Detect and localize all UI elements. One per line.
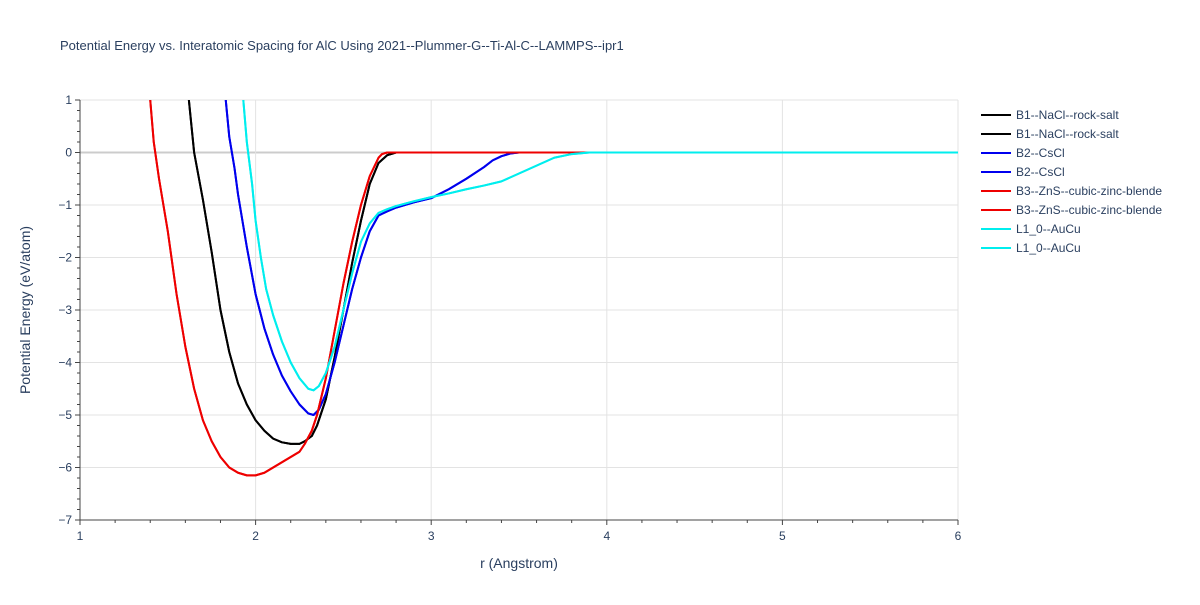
legend-item[interactable]: B1--NaCl--rock-salt [981,127,1119,141]
y-axis-title: Potential Energy (eV/atom) [17,226,33,394]
legend-item[interactable]: B3--ZnS--cubic-zinc-blende [981,184,1162,198]
legend-label: L1_0--AuCu [1016,222,1081,236]
legend-label: B1--NaCl--rock-salt [1016,108,1119,122]
x-tick-label: 5 [779,529,786,543]
y-tick-label: −7 [58,513,72,527]
legend-item[interactable]: B3--ZnS--cubic-zinc-blende [981,203,1162,217]
legend: B1--NaCl--rock-salt B1--NaCl--rock-salt B2… [981,108,1162,255]
y-tick-label: −6 [58,461,72,475]
legend-item[interactable]: B1--NaCl--rock-salt [981,108,1119,122]
legend-label: B1--NaCl--rock-salt [1016,127,1119,141]
legend-item[interactable]: B2--CsCl [981,165,1065,179]
series-line-4 [149,100,958,477]
chart-title: Potential Energy vs. Interatomic Spacing… [60,38,624,53]
legend-label: B2--CsCl [1016,146,1065,160]
plot-area [149,100,958,477]
legend-item[interactable]: L1_0--AuCu [981,241,1081,255]
y-tick-label: −1 [58,198,72,212]
grid-lines [80,99,959,521]
legend-item[interactable]: B2--CsCl [981,146,1065,160]
y-tick-label: 0 [65,146,72,160]
legend-label: B3--ZnS--cubic-zinc-blende [1016,184,1162,198]
x-tick-label: 6 [955,529,962,543]
y-tick-label: −4 [58,356,72,370]
legend-label: L1_0--AuCu [1016,241,1081,255]
legend-label: B2--CsCl [1016,165,1065,179]
series-line-5 [149,100,958,477]
y-tick-label: −3 [58,303,72,317]
x-tick-label: 2 [252,529,259,543]
axes [75,99,959,525]
series-line-7 [242,100,958,392]
y-tick-label: −2 [58,251,72,265]
legend-item[interactable]: L1_0--AuCu [981,222,1081,236]
series-line-3 [224,100,958,416]
legend-label: B3--ZnS--cubic-zinc-blende [1016,203,1162,217]
y-tick-label: 1 [65,93,72,107]
x-tick-label: 4 [603,529,610,543]
x-axis-title: r (Angstrom) [480,555,558,571]
x-tick-label: 1 [77,529,84,543]
y-tick-label: −5 [58,408,72,422]
x-tick-label: 3 [428,529,435,543]
tick-labels: 1 0 −1 −2 −3 −4 −5 −6 −7 1 2 3 4 5 6 [58,93,961,543]
